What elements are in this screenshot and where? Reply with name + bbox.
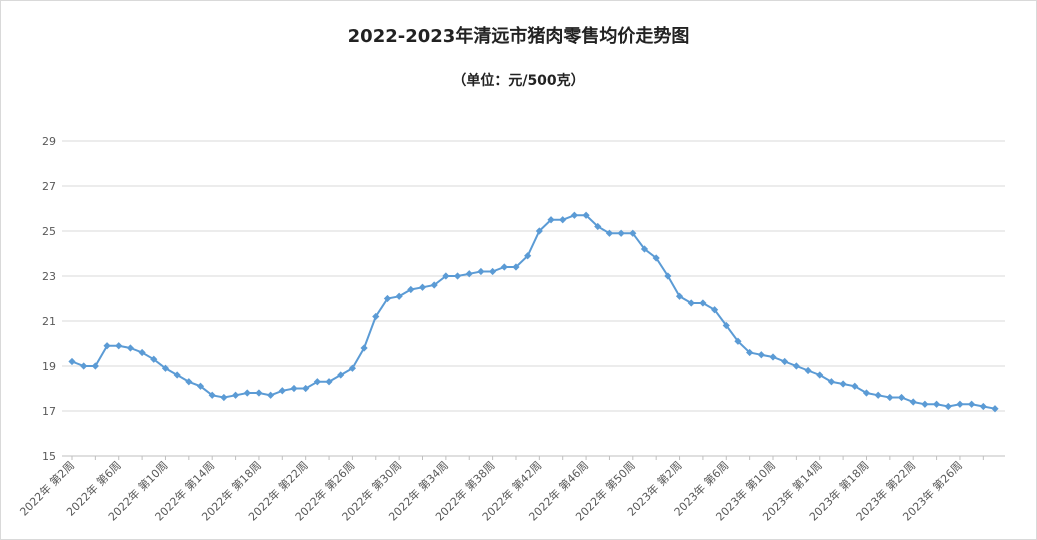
- data-point: [652, 254, 660, 262]
- data-point: [991, 405, 999, 413]
- data-point: [897, 393, 906, 402]
- data-point: [570, 211, 578, 219]
- data-point: [921, 400, 929, 408]
- data-point: [91, 362, 99, 370]
- data-point: [804, 366, 812, 375]
- data-point: [500, 263, 508, 271]
- y-axis: 15 17 19 21 23 25 27 29: [42, 135, 56, 463]
- data-point: [979, 402, 987, 411]
- data-point: [418, 283, 427, 291]
- data-point: [582, 211, 590, 219]
- data-point: [839, 380, 847, 388]
- data-point: [851, 382, 859, 390]
- data-point: [547, 216, 555, 224]
- data-point: [699, 299, 707, 307]
- data-point: [722, 321, 730, 330]
- data-point: [909, 398, 917, 406]
- data-point: [325, 378, 333, 386]
- data-point: [313, 378, 321, 386]
- data-point: [535, 227, 543, 235]
- data-point: [968, 400, 976, 408]
- y-tick-label: 29: [42, 135, 56, 148]
- data-point: [196, 382, 205, 390]
- data-point: [430, 281, 438, 289]
- data-point: [746, 348, 754, 357]
- chart-subtitle: （单位：元/500克）: [452, 73, 585, 89]
- y-tick-label: 21: [42, 315, 56, 328]
- data-point: [161, 364, 170, 372]
- data-point: [640, 245, 649, 253]
- data-point: [710, 306, 719, 314]
- data-point: [302, 384, 310, 393]
- data-point: [629, 229, 637, 237]
- data-point: [383, 294, 392, 303]
- data-point: [617, 229, 625, 237]
- y-tick-label: 23: [42, 270, 56, 283]
- data-point: [559, 216, 567, 224]
- data-point: [360, 344, 368, 352]
- y-tick-label: 17: [42, 405, 56, 418]
- y-tick-label: 19: [42, 360, 56, 373]
- data-point: [115, 342, 123, 350]
- data-point: [395, 292, 403, 300]
- data-point: [372, 312, 380, 321]
- data-point: [68, 357, 76, 366]
- data-point: [862, 389, 871, 397]
- data-point: [208, 391, 216, 399]
- data-point: [290, 384, 298, 393]
- data-point: [173, 371, 181, 379]
- data-point: [489, 267, 497, 276]
- data-point: [932, 400, 941, 408]
- data-point: [267, 391, 275, 399]
- data-point: [886, 393, 894, 402]
- data-point: [734, 337, 742, 345]
- data-point: [150, 355, 158, 363]
- data-point: [278, 387, 286, 395]
- y-tick-label: 27: [42, 180, 56, 193]
- gridlines: [62, 140, 1005, 457]
- data-point: [243, 389, 251, 397]
- data-point: [185, 378, 193, 386]
- data-point: [664, 272, 672, 280]
- data-point: [524, 252, 532, 260]
- data-point: [956, 400, 964, 408]
- data-point: [769, 353, 777, 361]
- data-point: [827, 378, 836, 386]
- y-tick-label: 15: [42, 450, 56, 463]
- data-point: [781, 357, 789, 366]
- y-tick-label: 25: [42, 225, 56, 238]
- data-point: [453, 272, 462, 280]
- data-point: [874, 391, 882, 399]
- data-point: [255, 389, 263, 397]
- data-point: [407, 285, 415, 294]
- data-point: [337, 371, 345, 379]
- data-point: [605, 229, 614, 237]
- data-point: [687, 299, 695, 307]
- chart-title: 2022-2023年清远市猪肉零售均价走势图: [347, 26, 690, 47]
- data-point: [138, 348, 146, 357]
- data-point: [126, 344, 135, 352]
- data-point: [944, 402, 952, 411]
- data-point: [220, 393, 228, 402]
- data-point: [594, 222, 602, 231]
- data-point: [477, 267, 485, 276]
- data-point: [231, 391, 240, 399]
- data-point: [512, 263, 520, 271]
- data-point: [757, 351, 765, 359]
- data-point: [348, 364, 357, 372]
- data-point: [442, 272, 450, 280]
- series-line: [71, 214, 996, 410]
- data-point: [792, 362, 800, 370]
- data-point: [816, 371, 824, 379]
- data-point: [675, 292, 684, 300]
- series-pork-price: [68, 211, 999, 413]
- data-point: [80, 362, 88, 370]
- data-point: [103, 342, 111, 350]
- data-point: [465, 270, 473, 278]
